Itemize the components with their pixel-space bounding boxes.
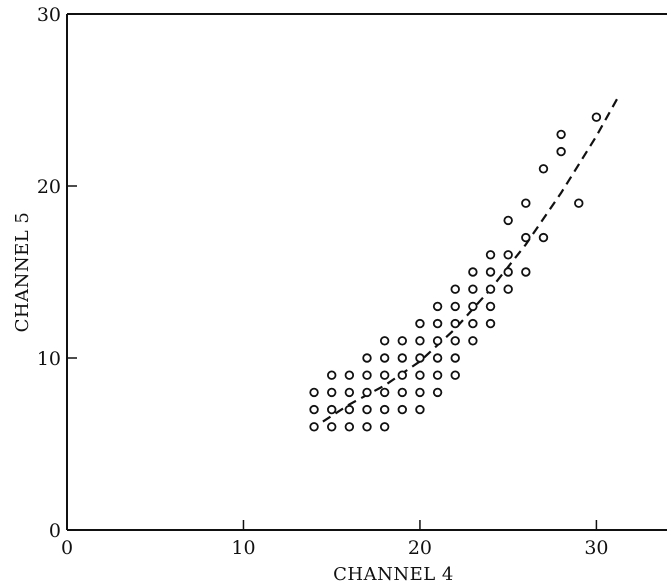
data-point bbox=[415, 318, 425, 329]
data-point bbox=[538, 232, 549, 243]
data-point bbox=[362, 404, 372, 415]
data-point bbox=[379, 370, 390, 380]
data-point bbox=[574, 198, 584, 208]
data-point bbox=[485, 284, 496, 294]
data-point bbox=[415, 353, 425, 363]
data-point bbox=[397, 370, 407, 380]
data-point bbox=[556, 129, 566, 140]
x-axis-title: CHANNEL 4 bbox=[333, 564, 454, 585]
x-tick-label: 0 bbox=[61, 537, 73, 559]
data-point bbox=[379, 404, 390, 415]
data-point bbox=[521, 198, 531, 208]
plot-frame bbox=[66, 13, 667, 531]
data-point bbox=[379, 336, 390, 346]
data-point bbox=[450, 301, 460, 312]
data-point bbox=[468, 267, 478, 277]
data-point bbox=[415, 387, 425, 398]
data-point bbox=[415, 370, 425, 380]
data-point bbox=[432, 336, 443, 346]
data-point bbox=[432, 387, 443, 398]
data-point bbox=[485, 318, 496, 329]
data-point bbox=[450, 370, 460, 380]
data-point bbox=[538, 164, 549, 174]
x-axis-ticks: 0 10 20 30 bbox=[61, 520, 609, 559]
data-point bbox=[450, 353, 460, 363]
data-point bbox=[521, 232, 531, 243]
y-tick-label: 20 bbox=[37, 176, 61, 198]
data-point bbox=[362, 370, 372, 380]
data-point bbox=[327, 387, 337, 398]
data-point bbox=[503, 250, 513, 260]
y-axis-title: CHANNEL 5 bbox=[12, 212, 33, 333]
data-point bbox=[397, 353, 407, 363]
data-point bbox=[327, 370, 337, 380]
data-point bbox=[432, 301, 443, 312]
data-point bbox=[450, 336, 460, 346]
data-point bbox=[362, 422, 372, 432]
data-point bbox=[485, 267, 496, 277]
data-point bbox=[344, 422, 355, 432]
data-point bbox=[468, 318, 478, 329]
data-point bbox=[415, 404, 425, 415]
data-point bbox=[432, 318, 443, 329]
data-point bbox=[450, 284, 460, 294]
data-point bbox=[327, 404, 337, 415]
data-point bbox=[309, 404, 319, 415]
data-point bbox=[485, 301, 496, 312]
data-point bbox=[379, 387, 390, 398]
data-point bbox=[309, 387, 319, 398]
y-tick-label: 10 bbox=[37, 348, 61, 370]
data-point bbox=[556, 146, 566, 157]
data-point bbox=[379, 422, 390, 432]
data-points bbox=[309, 112, 602, 432]
data-point bbox=[503, 284, 513, 294]
data-point bbox=[344, 387, 355, 398]
data-point bbox=[344, 370, 355, 380]
data-point bbox=[344, 404, 355, 415]
y-tick-label: 30 bbox=[37, 4, 61, 26]
data-point bbox=[397, 336, 407, 346]
data-point bbox=[309, 422, 319, 432]
data-point bbox=[450, 318, 460, 329]
data-point bbox=[521, 267, 531, 277]
data-point bbox=[379, 353, 390, 363]
data-point bbox=[362, 387, 372, 398]
data-point bbox=[362, 353, 372, 363]
x-tick-label: 10 bbox=[231, 537, 255, 559]
data-point bbox=[503, 215, 513, 226]
x-tick-label: 20 bbox=[408, 537, 432, 559]
y-axis-ticks: 0 10 20 30 bbox=[37, 4, 77, 542]
x-tick-label: 30 bbox=[584, 537, 608, 559]
data-point bbox=[432, 353, 443, 363]
data-point bbox=[503, 267, 513, 277]
data-point bbox=[432, 370, 443, 380]
data-point bbox=[591, 112, 602, 122]
data-point bbox=[397, 404, 407, 415]
data-point bbox=[485, 250, 496, 260]
data-point bbox=[468, 301, 478, 312]
data-point bbox=[397, 387, 407, 398]
data-point bbox=[327, 422, 337, 432]
data-point bbox=[468, 336, 478, 346]
y-tick-label: 0 bbox=[49, 520, 61, 542]
data-point bbox=[468, 284, 478, 294]
data-point bbox=[415, 336, 425, 346]
